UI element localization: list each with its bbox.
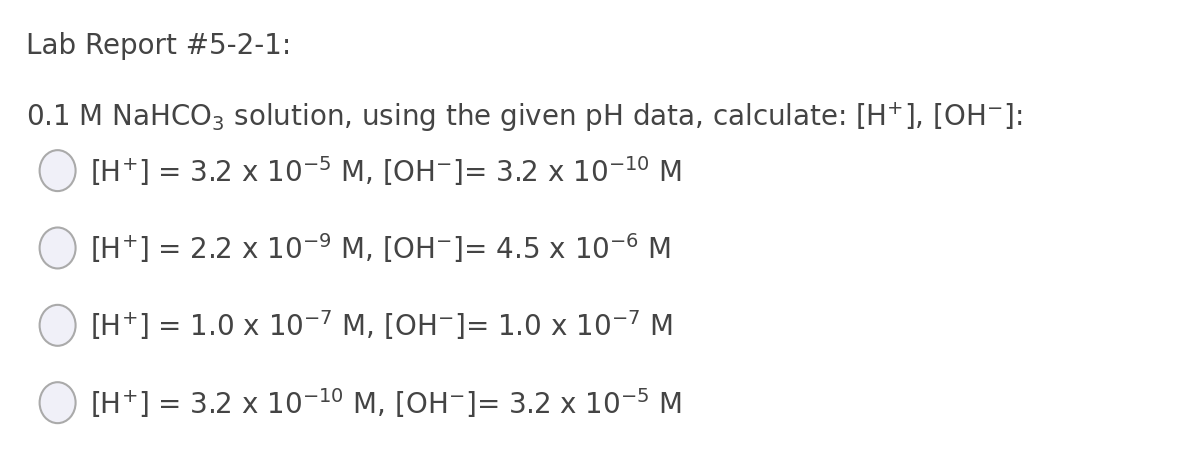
Text: [H$^{+}$] = 3.2 x 10$^{-10}$ M, [OH$^{-}$]= 3.2 x 10$^{-5}$ M: [H$^{+}$] = 3.2 x 10$^{-10}$ M, [OH$^{-}… [90, 386, 682, 420]
Text: [H$^{+}$] = 2.2 x 10$^{-9}$ M, [OH$^{-}$]= 4.5 x 10$^{-6}$ M: [H$^{+}$] = 2.2 x 10$^{-9}$ M, [OH$^{-}$… [90, 231, 671, 265]
Text: [H$^{+}$] = 3.2 x 10$^{-5}$ M, [OH$^{-}$]= 3.2 x 10$^{-10}$ M: [H$^{+}$] = 3.2 x 10$^{-5}$ M, [OH$^{-}$… [90, 154, 682, 187]
Text: [H$^{+}$] = 1.0 x 10$^{-7}$ M, [OH$^{-}$]= 1.0 x 10$^{-7}$ M: [H$^{+}$] = 1.0 x 10$^{-7}$ M, [OH$^{-}$… [90, 308, 673, 342]
Text: 0.1 M NaHCO$_{3}$ solution, using the given pH data, calculate: [H$^{+}$], [OH$^: 0.1 M NaHCO$_{3}$ solution, using the gi… [26, 100, 1022, 134]
Text: Lab Report #5-2-1:: Lab Report #5-2-1: [26, 32, 292, 60]
